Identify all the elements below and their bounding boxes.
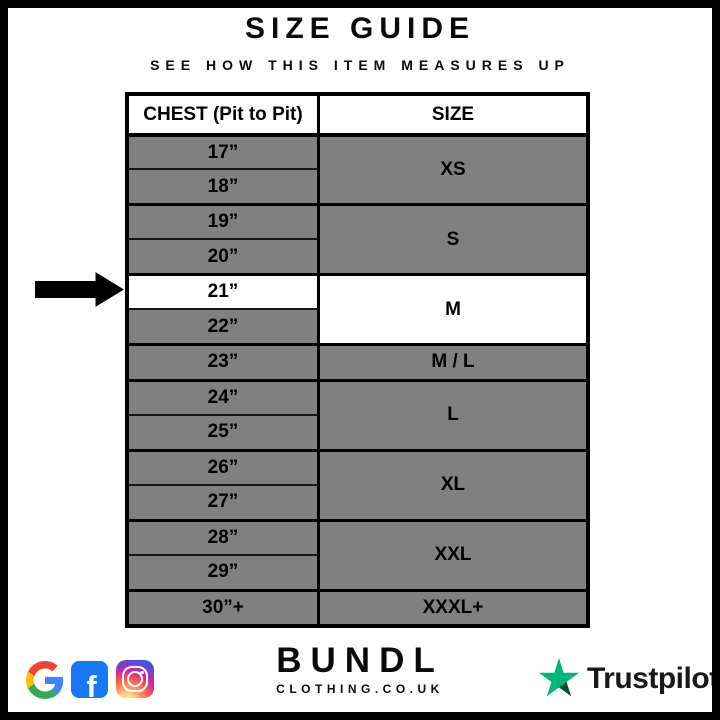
chest-cell-28: 28” [129,518,320,554]
chest-cell-24: 24” [129,378,320,414]
size-cell-xxl: XXL [320,518,586,589]
page-subtitle: SEE HOW THIS ITEM MEASURES UP [150,57,570,73]
size-cell-l: L [320,378,586,449]
chest-cell-26: 26” [129,448,320,484]
size-cell-xs: XS [320,133,586,204]
instagram-lens-circle [127,671,143,687]
facebook-icon[interactable]: f [71,661,108,698]
google-icon[interactable] [26,661,64,699]
size-cell-m: M [320,273,586,344]
trustpilot-logo[interactable]: Trustpilot [538,658,719,700]
chest-cell-21-highlighted: 21” [129,273,320,309]
chest-cell-17: 17” [129,133,320,169]
trustpilot-label: Trustpilot [587,662,719,695]
chest-column-header: CHEST (Pit to Pit) [129,96,320,133]
size-cell-xxxlplus: XXXL+ [320,588,586,624]
brand-name: BUNDL [276,641,444,680]
chest-cell-23: 23” [129,343,320,379]
chest-cell-30plus: 30”+ [129,588,320,624]
chest-cell-29: 29” [129,553,320,589]
instagram-icon[interactable] [116,660,154,698]
size-cell-s: S [320,203,586,274]
chest-cell-20: 20” [129,238,320,274]
chest-cell-25: 25” [129,413,320,449]
chest-cell-27: 27” [129,483,320,519]
facebook-f-glyph: f [86,669,97,698]
size-cell-ml: M / L [320,343,586,379]
size-column-header: SIZE [320,96,586,133]
size-cell-xl: XL [320,448,586,519]
instagram-camera-outline [122,666,148,692]
size-table: CHEST (Pit to Pit) SIZE 17” XS 18” 19” S… [125,92,590,628]
chest-cell-19: 19” [129,203,320,239]
brand-domain: CLOTHING.CO.UK [276,682,444,696]
instagram-flash-dot [139,670,144,675]
page-title: SIZE GUIDE [244,12,476,45]
trustpilot-star-icon [538,658,580,697]
chest-cell-18: 18” [129,168,320,204]
brand-logo: BUNDL CLOTHING.CO.UK [0,643,720,695]
chest-cell-22: 22” [129,308,320,344]
trustpilot-star-shadow [559,681,572,697]
highlight-arrow-icon [35,272,124,307]
